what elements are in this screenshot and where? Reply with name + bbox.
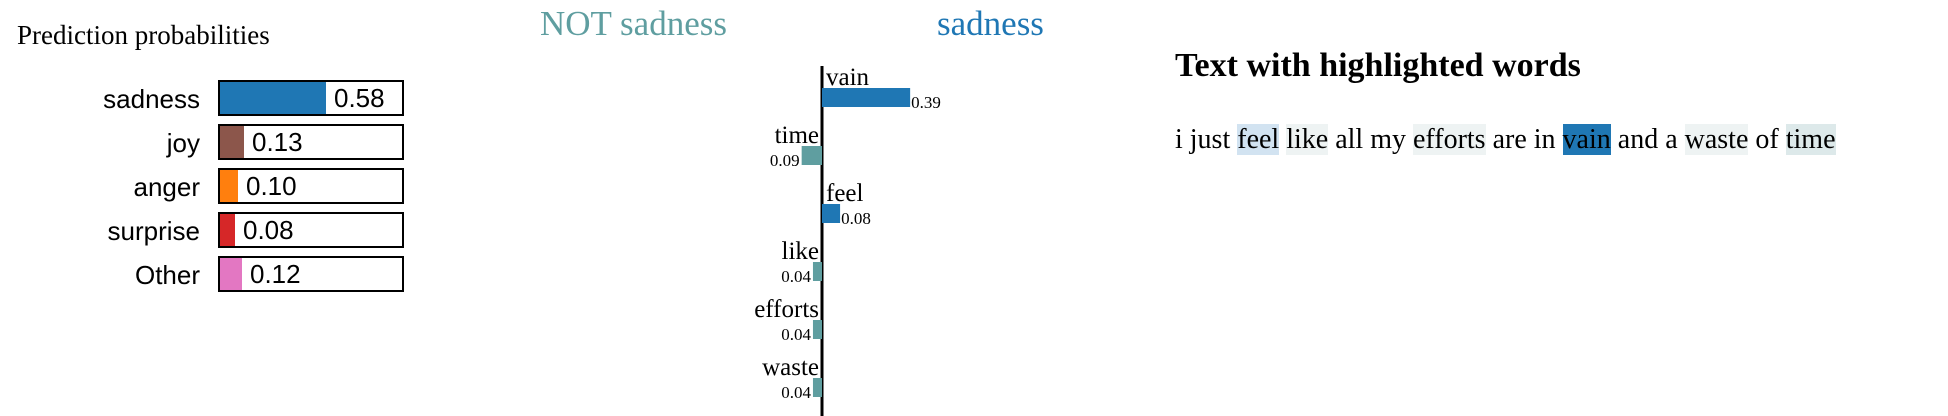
highlighted-word: and <box>1617 124 1659 155</box>
explanation-value-label: 0.04 <box>781 325 811 344</box>
probability-bar-fill <box>220 214 235 246</box>
highlighted-word: just <box>1189 124 1231 155</box>
highlighted-word: efforts <box>1413 124 1486 155</box>
highlighted-word: are <box>1492 124 1527 155</box>
probability-row: joy 0.13 <box>0 124 420 164</box>
probability-bar-box: 0.08 <box>218 212 404 248</box>
explanation-bar <box>822 88 911 107</box>
explanation-word-label: efforts <box>754 296 819 323</box>
explanation-bar <box>812 320 822 339</box>
probability-label: joy <box>166 128 200 158</box>
highlighted-word: all <box>1335 124 1364 155</box>
probability-label: anger <box>133 172 201 202</box>
probability-label: sadness <box>103 84 200 114</box>
explanation-chart-panel: NOT sadness sadness vain 0.39 time 0.09 feel… <box>440 0 1140 416</box>
probability-row: surprise 0.08 <box>0 212 420 252</box>
probability-bar-box: 0.13 <box>218 124 404 160</box>
highlighted-word: my <box>1370 124 1406 155</box>
explanation-bar-chart: vain 0.39 time 0.09 feel 0.08 like 0.04 efforts 0… <box>754 64 941 416</box>
explanation-word-label: vain <box>826 64 870 91</box>
explanation-word-label: like <box>782 238 820 265</box>
probability-row: sadness 0.58 <box>0 80 420 120</box>
highlighted-text-panel: Text with highlighted words i just feel … <box>1172 0 1948 416</box>
probability-bar-box: 0.10 <box>218 168 404 204</box>
explanation-value-label: 0.39 <box>911 93 941 112</box>
highlighted-word: of <box>1755 124 1779 155</box>
prediction-probabilities-panel: Prediction probabilities sadness 0.58 joy 0… <box>0 0 420 416</box>
probability-bar-box: 0.12 <box>218 256 404 292</box>
explanation-bar <box>812 378 822 397</box>
probability-row: anger 0.10 <box>0 168 420 208</box>
explanation-value-label: 0.08 <box>841 209 871 228</box>
probability-value: 0.13 <box>252 127 303 157</box>
explanation-bar <box>822 204 841 223</box>
probability-bar-box: 0.58 <box>218 80 404 116</box>
highlighted-text-title: Text with highlighted words <box>1175 47 1581 84</box>
highlighted-word: feel <box>1237 124 1280 155</box>
explanation-value-label: 0.09 <box>770 151 800 170</box>
probability-label: Other <box>134 260 200 290</box>
probability-value: 0.12 <box>250 259 301 289</box>
highlighted-word: like <box>1286 124 1329 155</box>
highlighted-word: waste <box>1684 124 1749 155</box>
highlighted-word: i <box>1175 124 1183 155</box>
probability-bar-fill <box>220 170 238 202</box>
probability-bar-fill <box>220 126 244 158</box>
highlighted-word: in <box>1533 124 1556 155</box>
explanation-word-label: feel <box>826 180 864 207</box>
highlighted-word: vain <box>1562 124 1611 155</box>
probability-bar-fill <box>220 258 242 290</box>
probability-value: 0.08 <box>243 215 294 245</box>
explanation-value-label: 0.04 <box>781 383 811 402</box>
positive-class-label: sadness <box>937 4 1044 43</box>
highlighted-text-body: i just feel like all my efforts are in v… <box>1175 124 1836 156</box>
probability-value: 0.58 <box>334 83 385 113</box>
probability-value: 0.10 <box>246 171 297 201</box>
highlighted-word: a <box>1665 124 1678 155</box>
explanation-bar <box>812 262 822 281</box>
probability-bar-fill <box>220 82 326 114</box>
probability-label: surprise <box>107 216 200 246</box>
prediction-probabilities-title: Prediction probabilities <box>17 20 270 50</box>
highlighted-word: time <box>1785 124 1836 155</box>
probability-row: Other 0.12 <box>0 256 420 296</box>
explanation-value-label: 0.04 <box>781 267 811 286</box>
negative-class-label: NOT sadness <box>540 4 727 43</box>
explanation-bar <box>801 146 822 165</box>
explanation-word-label: time <box>775 122 819 149</box>
explanation-word-label: waste <box>762 354 819 381</box>
